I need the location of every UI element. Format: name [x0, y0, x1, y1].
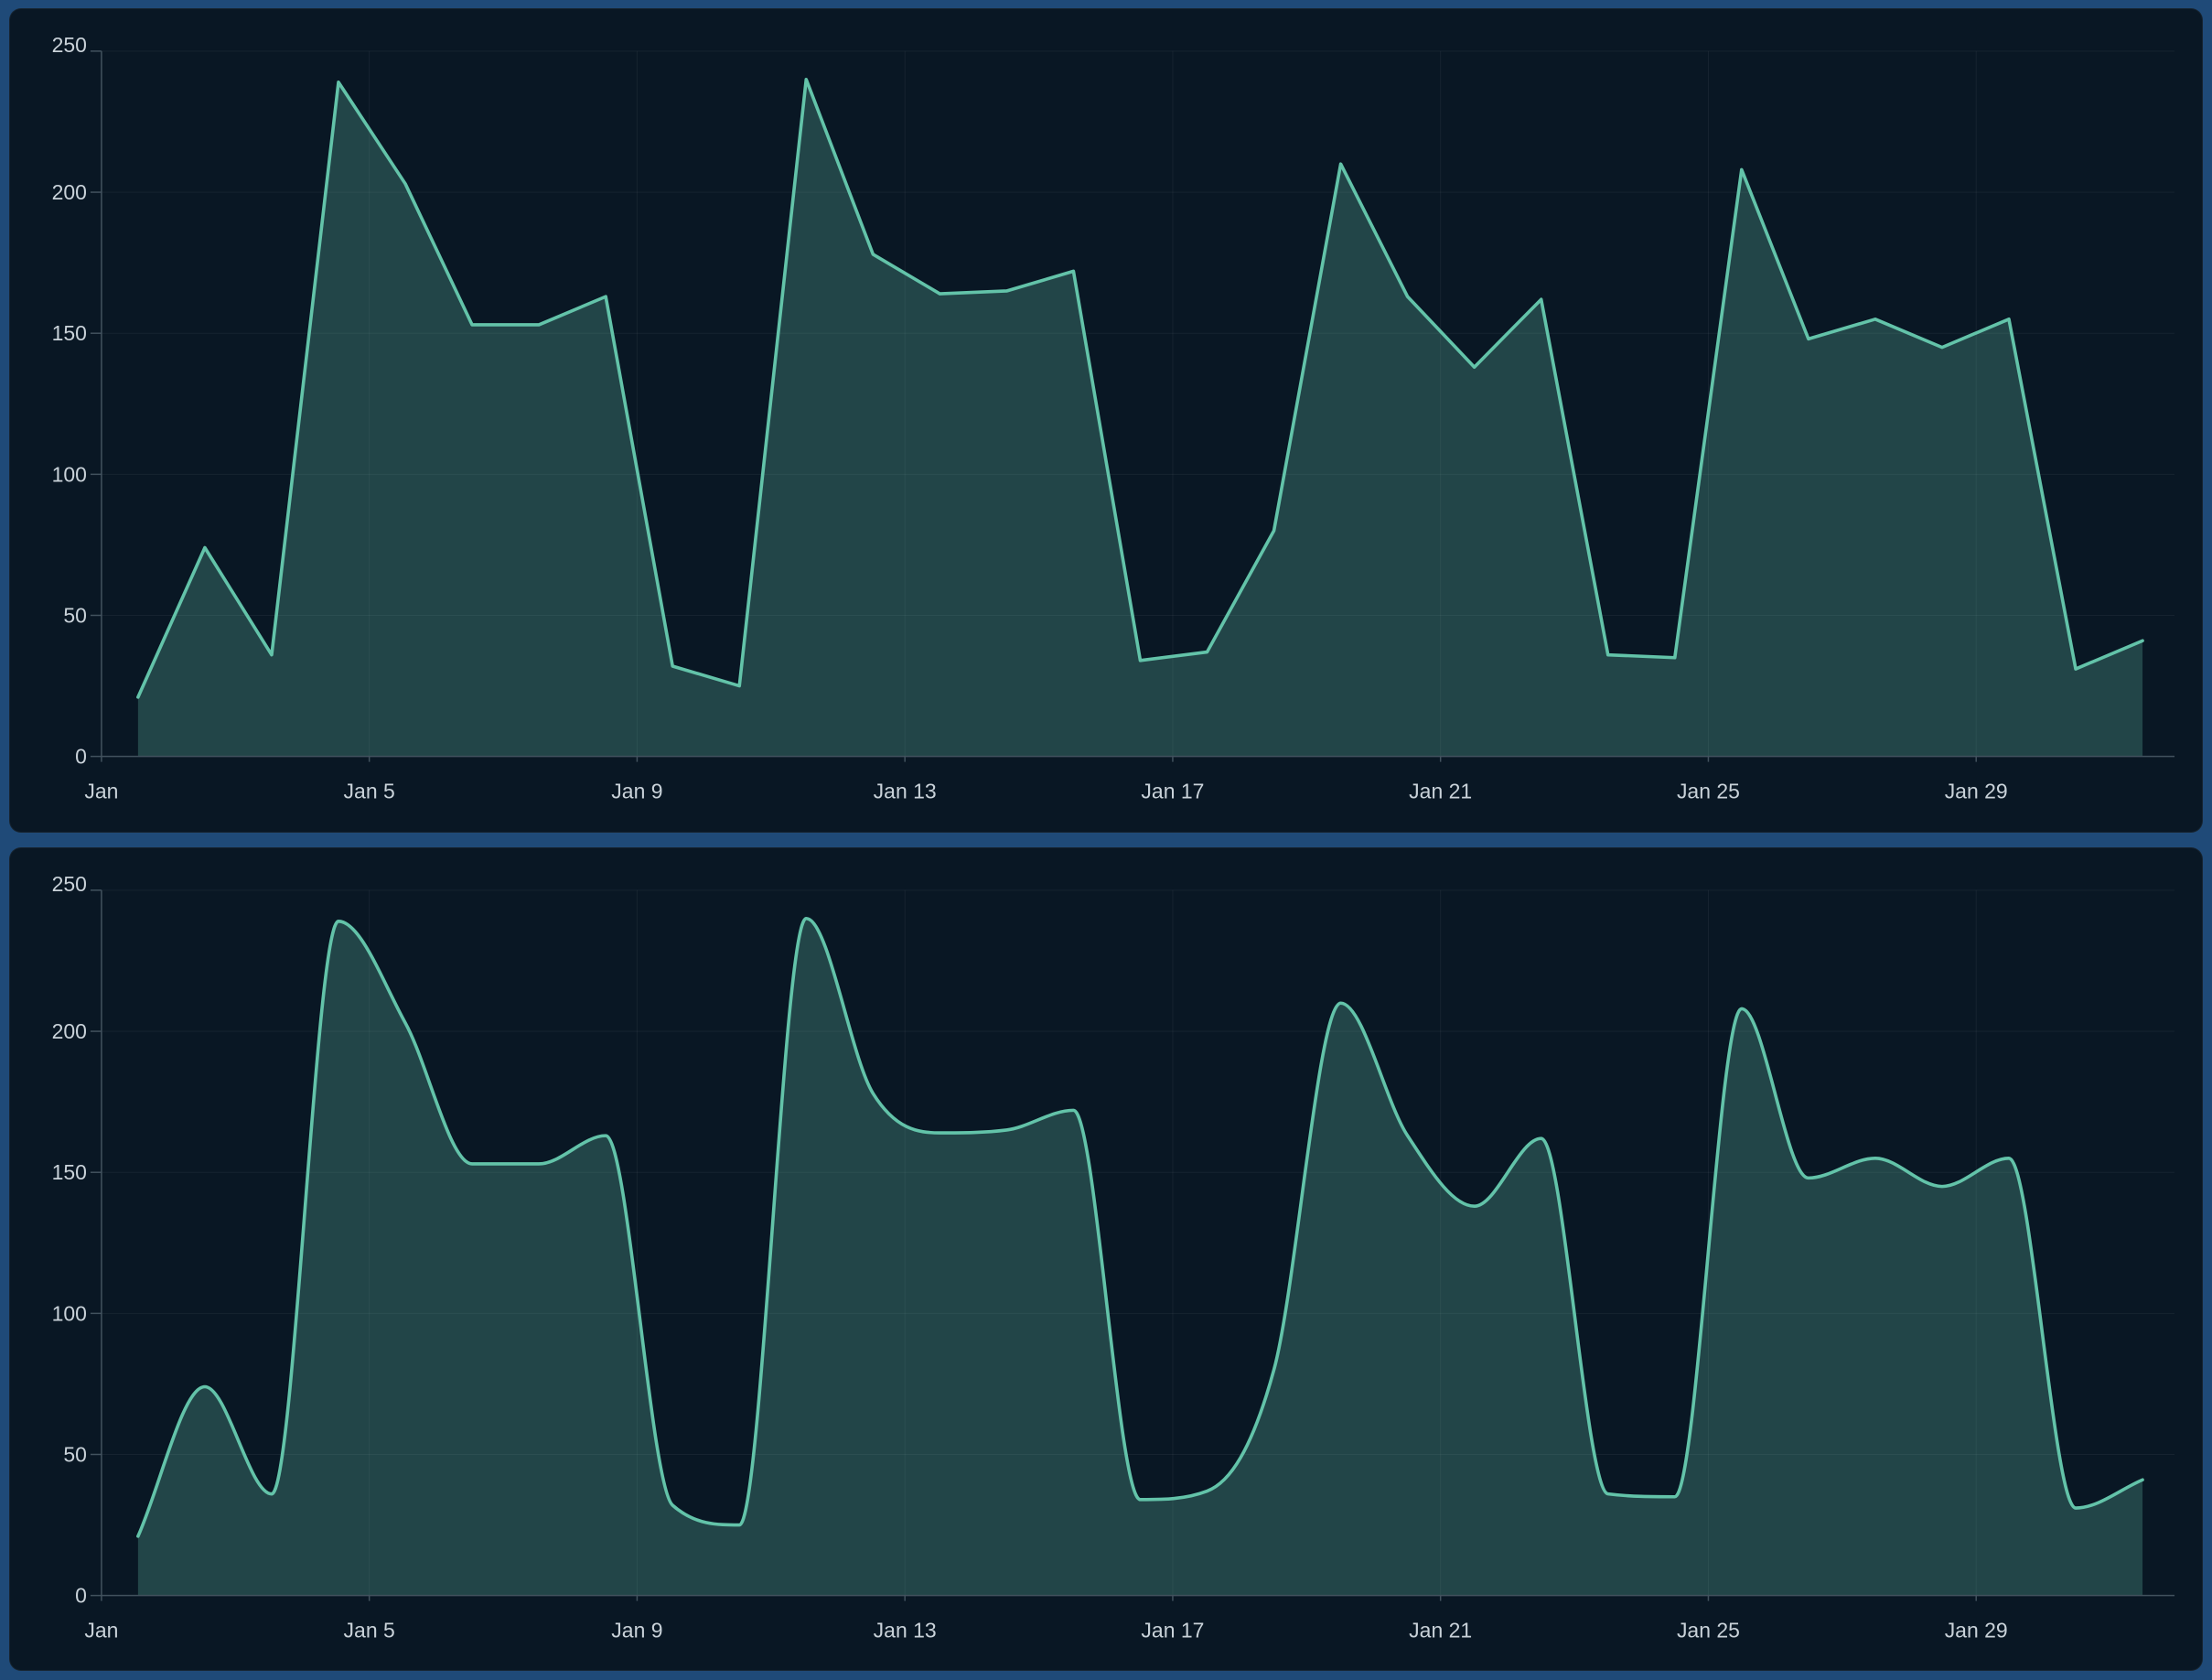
- x-axis-label: Jan 5: [344, 780, 395, 803]
- y-axis-label: 0: [75, 745, 87, 769]
- x-axis-label: Jan 13: [874, 780, 937, 803]
- x-axis-label: Jan 21: [1409, 780, 1472, 803]
- x-axis-label: Jan 21: [1409, 1618, 1472, 1642]
- y-axis-label: 100: [52, 1301, 87, 1325]
- x-axis-label: Jan 29: [1945, 780, 2008, 803]
- axes: 0 50 100 150 200 250 Jan Jan 5 Jan 9 Jan 13 Jan 17…: [52, 33, 2175, 803]
- series-line: [136, 77, 2144, 699]
- x-axis-label: Jan: [84, 780, 118, 803]
- x-axis-label: Jan 13: [874, 1618, 937, 1642]
- x-axis-label: Jan 25: [1677, 780, 1740, 803]
- y-axis-label: 100: [52, 462, 87, 486]
- gridlines: [101, 50, 2175, 757]
- area-chart-smooth: 0 50 100 150 200 250 Jan Jan 5 Jan 9 Jan 13 Jan 17…: [52, 871, 2175, 1642]
- area-chart-card-top: 0 50 100 150 200 250 Jan Jan 5 Jan 9 Jan 13 Jan 17…: [9, 8, 2203, 833]
- y-axis-label: 50: [63, 603, 87, 627]
- gridlines: [101, 888, 2175, 1596]
- axes: 0 50 100 150 200 250 Jan Jan 5 Jan 9 Jan 13 Jan 17…: [52, 871, 2175, 1642]
- x-axis-label: Jan 9: [611, 1618, 662, 1642]
- area-fill: [137, 918, 2143, 1596]
- x-axis-label: Jan: [84, 1618, 118, 1642]
- series-line: [136, 916, 2144, 1538]
- x-axis-label: Jan 25: [1677, 1618, 1740, 1642]
- y-axis-label: 150: [52, 321, 87, 345]
- x-axis-label: Jan 17: [1141, 780, 1204, 803]
- y-axis-label: 0: [75, 1583, 87, 1607]
- y-axis-label: 250: [52, 33, 87, 57]
- x-axis-label: Jan 9: [611, 780, 662, 803]
- y-axis-label: 150: [52, 1160, 87, 1184]
- area-fill: [137, 79, 2143, 757]
- y-axis-label: 200: [52, 180, 87, 204]
- x-axis-label: Jan 5: [344, 1618, 395, 1642]
- y-axis-label: 50: [63, 1442, 87, 1466]
- x-axis-label: Jan 17: [1141, 1618, 1204, 1642]
- y-axis-label: 200: [52, 1019, 87, 1043]
- x-axis-label: Jan 29: [1945, 1618, 2008, 1642]
- area-chart-linear: 0 50 100 150 200 250 Jan Jan 5 Jan 9 Jan 13 Jan 17…: [52, 33, 2175, 803]
- y-axis-label: 250: [52, 871, 87, 895]
- area-chart-card-bottom: 0 50 100 150 200 250 Jan Jan 5 Jan 9 Jan 13 Jan 17…: [9, 846, 2203, 1671]
